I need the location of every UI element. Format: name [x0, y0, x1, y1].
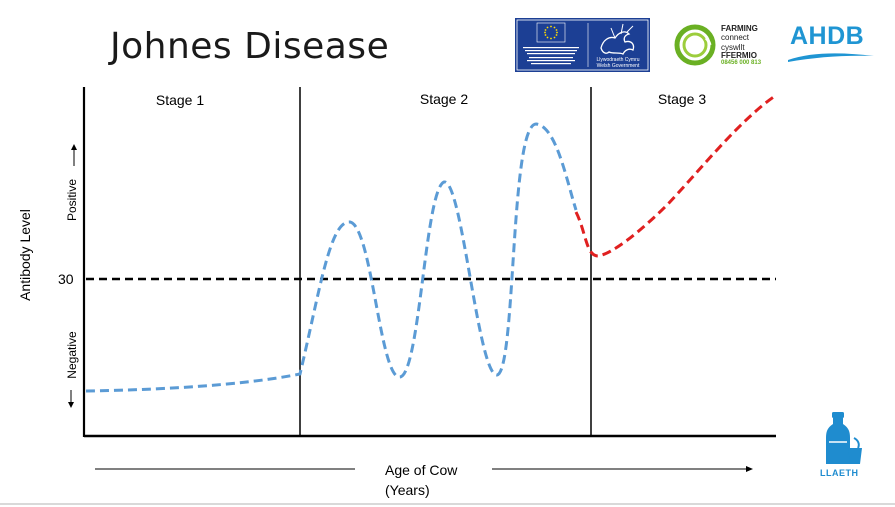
positive-label: Positive [65, 179, 79, 221]
farming-connect-phone: 08456 000 813 [721, 60, 762, 66]
svg-text:Welsh Government: Welsh Government [597, 63, 640, 69]
stage-1-label: Stage 1 [156, 92, 204, 108]
ahdb-logo-text: AHDB [790, 22, 865, 50]
farming-connect-line1: FARMING [721, 24, 758, 33]
ahdb-swoosh-icon [788, 53, 874, 62]
farming-connect-line2: connect [721, 33, 750, 42]
svg-text:Llywodraeth Cymru: Llywodraeth Cymru [596, 57, 639, 63]
eu-flag-icon [536, 22, 566, 43]
x-axis-label-line2: (Years) [385, 482, 430, 498]
slide-bottom-rule [0, 503, 895, 505]
y-axis-label: Antibody Level [17, 209, 33, 301]
farming-connect-line3: cyswllt [721, 43, 745, 52]
x-axis-label-line1: Age of Cow [385, 462, 458, 478]
llaeth-logo-text: LLAETH [820, 468, 859, 478]
eu-welsh-government-logo: Llywodraeth Cymru Welsh Government [515, 18, 650, 72]
stage-2-label: Stage 2 [420, 91, 468, 107]
negative-arrow-icon [68, 390, 74, 408]
ahdb-logo: AHDB [786, 22, 878, 66]
stage-3-label: Stage 3 [658, 91, 706, 107]
farming-connect-line4: FFERMIO [721, 51, 757, 60]
farming-connect-ring-icon [674, 24, 716, 66]
antibody-curve-blue [85, 122, 578, 393]
milk-bottle-icon [826, 412, 862, 464]
farming-connect-logo: FARMING connect cyswllt FFERMIO 08456 00… [672, 20, 772, 70]
threshold-label: 30 [58, 271, 74, 287]
welsh-dragon-icon [600, 31, 635, 55]
antibody-curve-red [574, 94, 776, 258]
positive-arrow-icon [71, 144, 77, 166]
slide-title: Johnes Disease [110, 26, 390, 67]
x-direction-arrow-icon [492, 466, 753, 472]
negative-label: Negative [65, 331, 79, 379]
llaeth-logo: LLAETH [818, 410, 868, 482]
